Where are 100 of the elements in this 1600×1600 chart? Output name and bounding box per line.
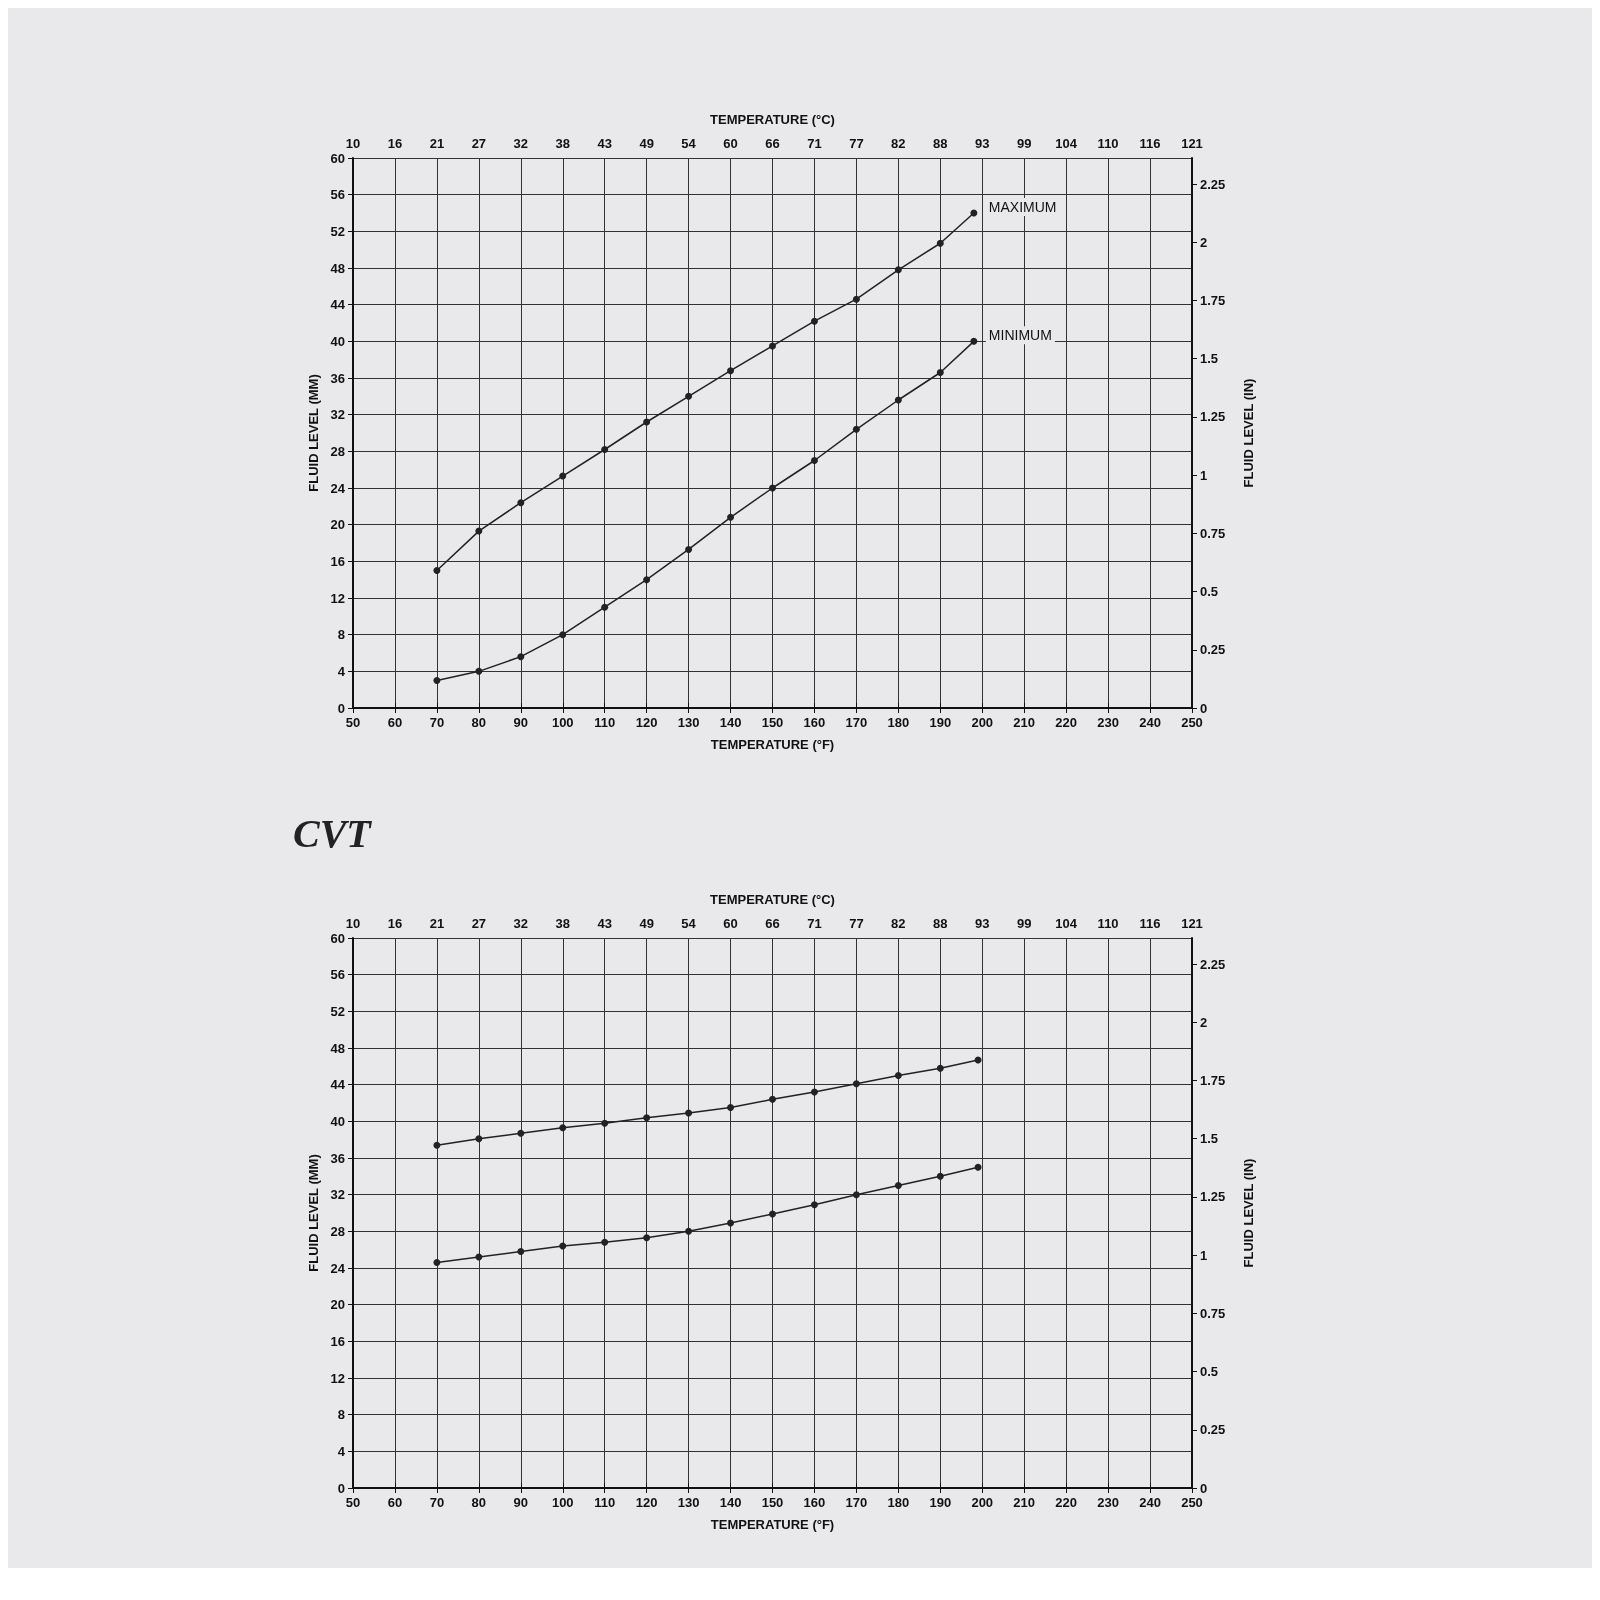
y-tick-label: 4 xyxy=(337,663,346,679)
x2-axis-title: TEMPERATURE (°C) xyxy=(710,892,835,907)
x-tick-label: 80 xyxy=(471,715,487,730)
x2-tick-label: 66 xyxy=(765,916,780,931)
point xyxy=(970,337,978,345)
x2-tick-label: 43 xyxy=(597,916,612,931)
x2-axis-title: TEMPERATURE (°C) xyxy=(710,112,835,127)
x-tick-label: 50 xyxy=(345,715,361,730)
y-tick-label: 40 xyxy=(330,333,345,349)
point xyxy=(559,1124,567,1132)
y2-tick-label: 2 xyxy=(1200,1014,1208,1030)
x2-tick-label: 82 xyxy=(891,136,906,151)
x2-tick-label: 104 xyxy=(1055,916,1078,931)
x-tick-label: 90 xyxy=(513,1495,529,1510)
point xyxy=(894,396,902,404)
y-tick-label: 24 xyxy=(330,1260,346,1276)
y2-tick-label: 0.75 xyxy=(1200,1305,1226,1321)
x2-tick-label: 43 xyxy=(597,136,612,151)
x2-tick-label: 21 xyxy=(429,136,445,151)
x2-tick-label: 99 xyxy=(1016,916,1032,931)
x-tick-label: 100 xyxy=(551,1495,574,1510)
point xyxy=(852,425,860,433)
y2-tick-label: 0.25 xyxy=(1200,1422,1226,1438)
x2-tick-label: 110 xyxy=(1097,916,1119,931)
y-tick-label: 32 xyxy=(330,1187,345,1203)
y-tick-label: 56 xyxy=(330,967,345,983)
x2-tick-label: 88 xyxy=(933,136,948,151)
x-tick-label: 240 xyxy=(1139,1495,1161,1510)
series-label: MINIMUM xyxy=(988,327,1052,344)
x-tick-label: 60 xyxy=(387,1495,403,1510)
x-tick-label: 230 xyxy=(1097,715,1119,730)
y2-tick-label: 0.5 xyxy=(1200,1364,1219,1380)
y-tick-label: 28 xyxy=(330,1223,345,1239)
x-tick-label: 70 xyxy=(429,715,445,730)
point xyxy=(769,342,776,350)
point xyxy=(559,1242,567,1250)
y-tick-label: 0 xyxy=(337,700,345,716)
x2-tick-label: 60 xyxy=(723,916,738,931)
point xyxy=(810,457,818,464)
point xyxy=(517,653,525,661)
y2-axis-title: FLUID LEVEL (IN) xyxy=(1241,1158,1256,1268)
x-tick-label: 220 xyxy=(1055,715,1077,730)
x-tick-label: 60 xyxy=(387,715,403,730)
x-tick-label: 160 xyxy=(803,715,826,730)
point xyxy=(559,631,567,639)
y-tick-label: 56 xyxy=(330,187,345,203)
point xyxy=(685,545,693,553)
point xyxy=(852,1080,860,1088)
y-tick-label: 16 xyxy=(330,1333,345,1349)
point xyxy=(643,1234,651,1242)
y-tick-label: 12 xyxy=(330,1370,345,1386)
x-tick-label: 150 xyxy=(761,715,784,730)
y-axis-title: FLUID LEVEL (MM) xyxy=(305,1154,321,1272)
y-tick-label: 16 xyxy=(330,553,345,569)
y-tick-label: 60 xyxy=(330,150,345,166)
x-tick-label: 180 xyxy=(887,715,910,730)
y-tick-label: 36 xyxy=(330,370,345,386)
y-axis-title: FLUID LEVEL (MM) xyxy=(305,374,321,492)
x2-tick-label: 121 xyxy=(1181,916,1203,931)
point xyxy=(769,1210,776,1218)
point xyxy=(475,1135,483,1143)
point xyxy=(433,1259,441,1266)
y-tick-label: 28 xyxy=(330,443,345,459)
x-tick-label: 110 xyxy=(594,1495,616,1510)
x2-tick-label: 16 xyxy=(387,916,403,931)
x-tick-label: 140 xyxy=(719,1495,742,1510)
x2-tick-label: 82 xyxy=(891,916,906,931)
x-tick-label: 130 xyxy=(677,715,700,730)
point xyxy=(475,667,483,675)
x2-tick-label: 116 xyxy=(1139,916,1161,931)
point xyxy=(810,1201,818,1209)
point xyxy=(433,1141,441,1149)
x2-tick-label: 32 xyxy=(513,136,529,151)
x2-tick-label: 77 xyxy=(849,916,864,931)
point xyxy=(974,1163,982,1171)
x2-tick-label: 27 xyxy=(471,136,487,151)
point xyxy=(936,1064,944,1072)
x2-tick-label: 21 xyxy=(429,916,445,931)
point xyxy=(936,1172,944,1180)
y-tick-label: 4 xyxy=(337,1443,346,1459)
y2-tick-label: 0.75 xyxy=(1200,525,1226,541)
x-tick-label: 110 xyxy=(594,715,616,730)
point xyxy=(894,1182,902,1189)
x2-tick-label: 93 xyxy=(975,916,990,931)
point xyxy=(475,527,483,535)
point xyxy=(894,1072,902,1079)
x2-tick-label: 16 xyxy=(387,136,403,151)
x-tick-label: 150 xyxy=(761,1495,784,1510)
x2-tick-label: 10 xyxy=(345,136,361,151)
y-tick-label: 24 xyxy=(330,480,346,496)
y2-tick-label: 1.75 xyxy=(1200,293,1226,309)
x-tick-label: 200 xyxy=(971,715,994,730)
y-tick-label: 12 xyxy=(330,590,345,606)
x-tick-label: 250 xyxy=(1181,1495,1203,1510)
point xyxy=(643,1114,651,1122)
y2-tick-label: 0 xyxy=(1200,1480,1208,1496)
y2-tick-label: 0 xyxy=(1200,700,1208,716)
y-tick-label: 20 xyxy=(330,517,345,533)
y-tick-label: 44 xyxy=(330,1077,346,1093)
y-tick-label: 8 xyxy=(337,627,345,643)
